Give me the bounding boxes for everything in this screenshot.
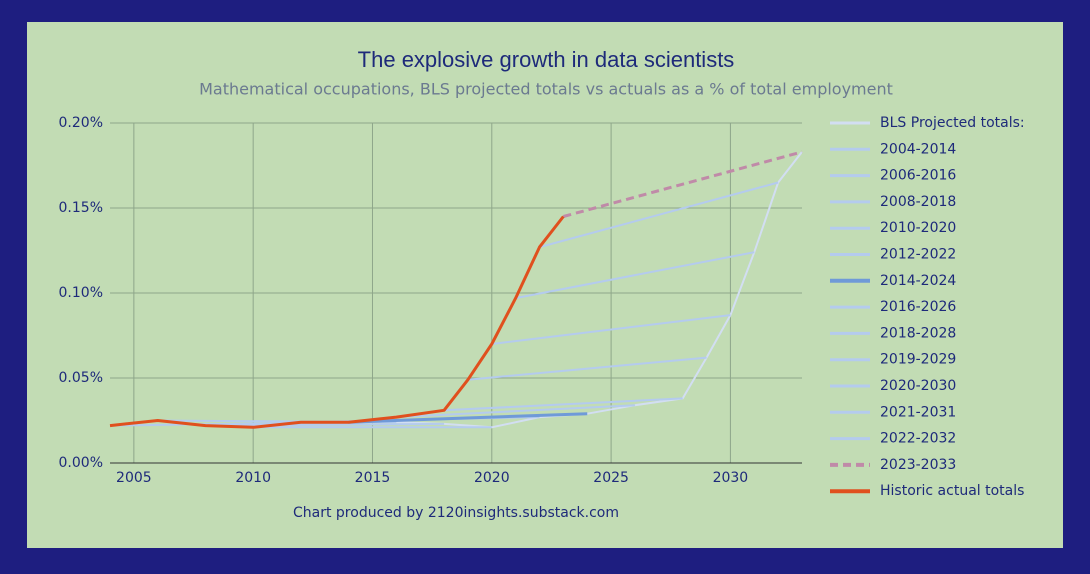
chart-area bbox=[27, 22, 1063, 548]
series-line bbox=[205, 422, 445, 427]
series-line bbox=[515, 251, 755, 300]
legend-label: 2019-2029 bbox=[880, 352, 956, 368]
series-line bbox=[348, 412, 588, 424]
y-tick-label: 0.20% bbox=[59, 115, 103, 131]
legend-label: 2016-2026 bbox=[880, 299, 956, 315]
x-tick-label: 2030 bbox=[713, 470, 749, 486]
legend-label: BLS Projected totals: bbox=[880, 115, 1025, 131]
x-tick-label: 2015 bbox=[355, 470, 391, 486]
y-tick-label: 0.00% bbox=[59, 455, 103, 471]
y-tick-label: 0.15% bbox=[59, 200, 103, 216]
legend-label: 2010-2020 bbox=[880, 220, 956, 236]
series-line bbox=[539, 181, 779, 249]
chart-subtitle: Mathematical occupations, BLS projected … bbox=[199, 80, 893, 99]
series-line bbox=[444, 397, 683, 412]
x-tick-label: 2025 bbox=[593, 470, 629, 486]
series-line bbox=[562, 150, 803, 218]
series-line bbox=[491, 314, 731, 345]
legend-label: 2004-2014 bbox=[880, 141, 956, 157]
y-tick-label: 0.05% bbox=[59, 370, 103, 386]
legend-label: 2006-2016 bbox=[880, 168, 956, 184]
x-tick-label: 2005 bbox=[116, 470, 152, 486]
legend-label: Historic actual totals bbox=[880, 483, 1024, 499]
legend-label: 2020-2030 bbox=[880, 378, 956, 394]
legend-label: 2008-2018 bbox=[880, 194, 956, 210]
x-tick-label: 2010 bbox=[235, 470, 271, 486]
legend-label: 2022-2032 bbox=[880, 431, 956, 447]
y-tick-label: 0.10% bbox=[59, 285, 103, 301]
footer: Chart produced by 2120insights.substack.… bbox=[293, 505, 619, 521]
series-line bbox=[467, 356, 707, 381]
legend-label: 2021-2031 bbox=[880, 404, 956, 420]
x-tick-label: 2020 bbox=[474, 470, 510, 486]
legend-label: 2014-2024 bbox=[880, 273, 956, 289]
series-line bbox=[396, 404, 636, 419]
chart-title: The explosive growth in data scientists bbox=[358, 47, 735, 72]
legend-label: 2023-2033 bbox=[880, 457, 956, 473]
legend-label: 2018-2028 bbox=[880, 325, 956, 341]
series-line bbox=[109, 215, 565, 429]
legend-label: 2012-2022 bbox=[880, 247, 956, 263]
